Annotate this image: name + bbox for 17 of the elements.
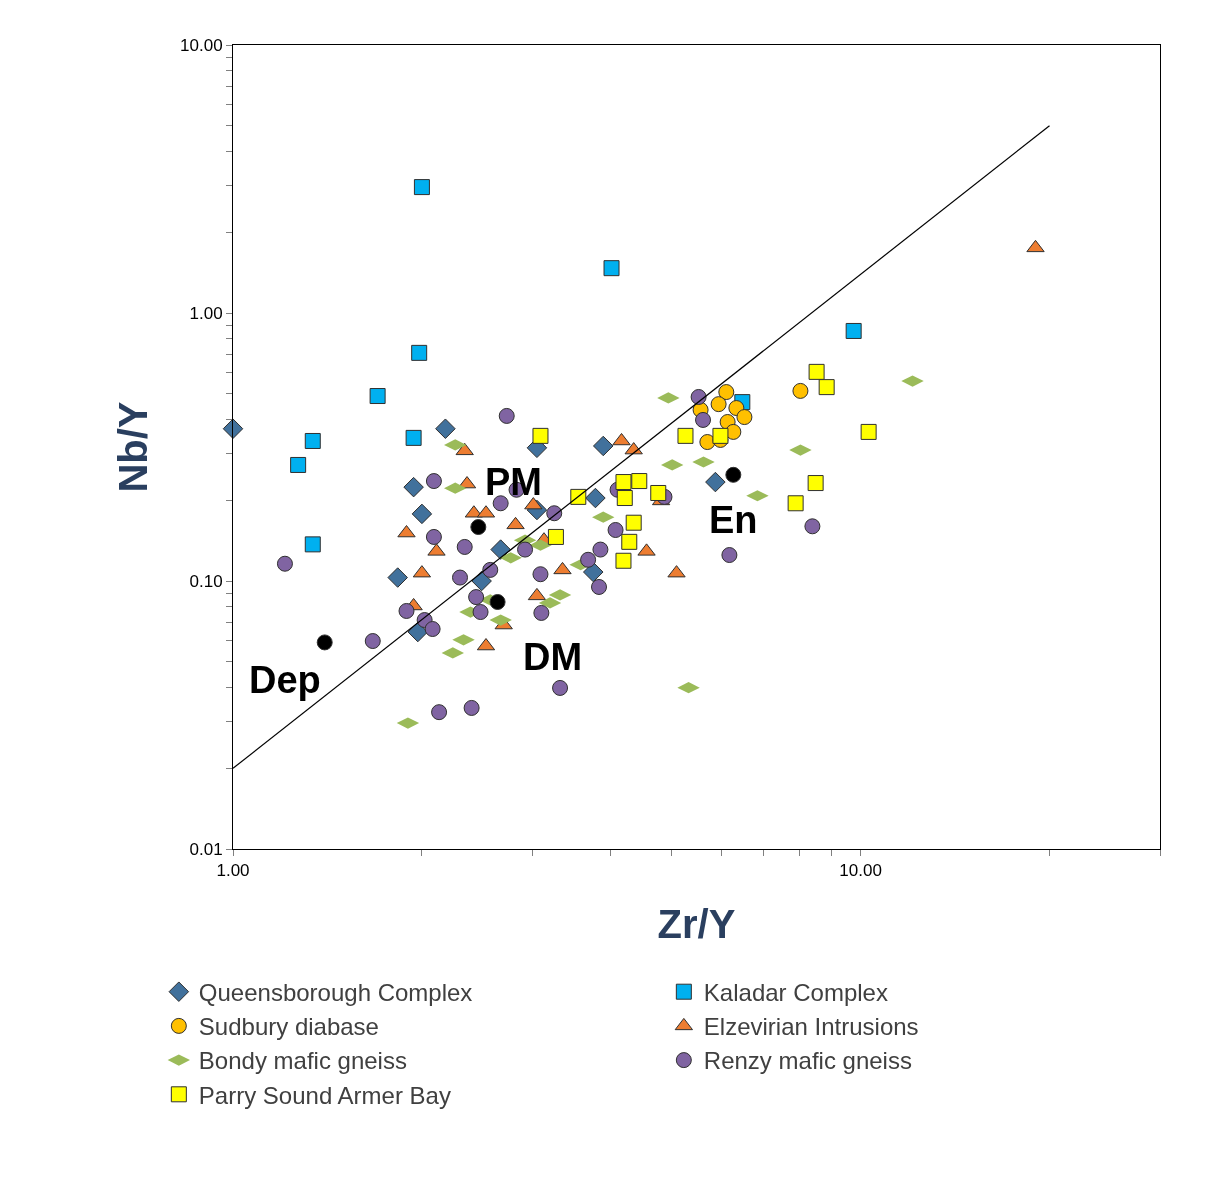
y-tick-label: 10.00 (180, 35, 223, 55)
legend-label: Kaladar Complex (703, 979, 888, 1007)
annotation: PM (485, 461, 542, 503)
legend-label: Renzy mafic gneiss (703, 1047, 912, 1075)
legend-label: Queensborough Complex (198, 979, 473, 1007)
annotation: Dep (249, 659, 321, 701)
annotation: DM (523, 636, 583, 678)
legend-label: Sudbury diabase (198, 1013, 379, 1041)
y-tick-label: 0.01 (189, 839, 223, 859)
x-axis-title: Zr/Y (657, 901, 736, 946)
y-tick-label: 0.10 (189, 571, 223, 591)
legend-label: Parry Sound Armer Bay (198, 1081, 451, 1109)
y-axis-title: Nb/Y (110, 401, 155, 493)
annotation: En (709, 499, 758, 541)
y-tick-label: 1.00 (189, 303, 223, 323)
legend-label: Elzevirian Intrusions (703, 1013, 919, 1041)
legend-label: Bondy mafic gneiss (198, 1047, 407, 1075)
